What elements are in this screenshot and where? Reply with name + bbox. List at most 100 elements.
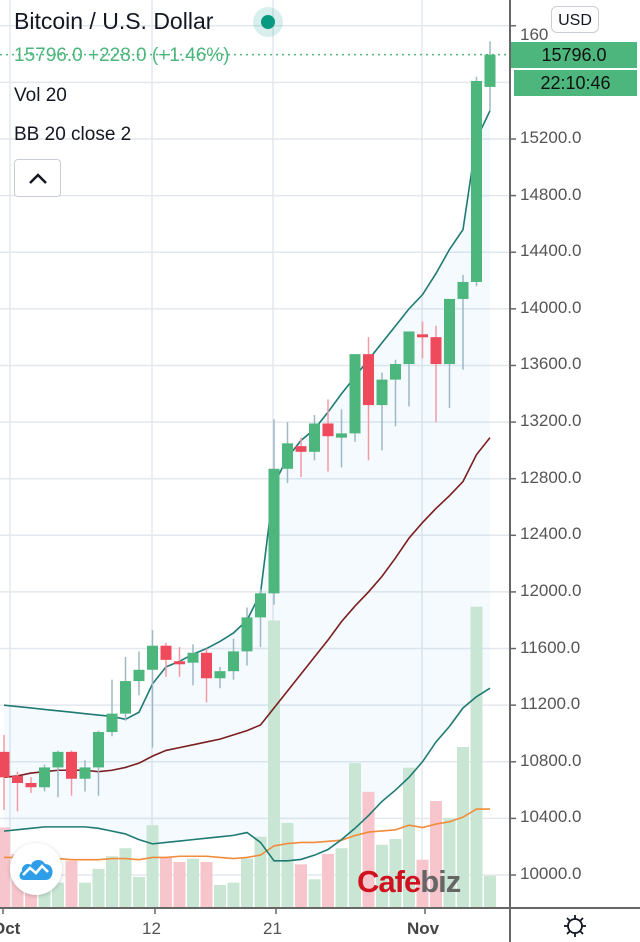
volume-bar: [376, 844, 388, 908]
settings-sun-icon[interactable]: [563, 914, 587, 938]
time-tick-label: Nov: [407, 919, 440, 938]
candle: [12, 775, 23, 783]
candle: [93, 732, 104, 768]
price-tick-label: 14000.0: [520, 297, 582, 317]
volume-bar: [335, 848, 348, 908]
candle: [403, 331, 415, 365]
indicator-volume-legend[interactable]: Vol 20: [14, 85, 67, 106]
candle: [322, 423, 334, 437]
candle: [106, 713, 118, 733]
price-tick-label: 10000.0: [520, 864, 582, 883]
volume-bar: [52, 882, 64, 908]
candle: [349, 354, 361, 434]
currency-badge[interactable]: USD: [551, 6, 599, 33]
volume-bar: [254, 836, 267, 908]
candle: [336, 433, 347, 438]
volume-bar: [92, 868, 105, 908]
volume-bar: [200, 862, 213, 908]
price-tick-label: 12000.0: [520, 580, 582, 600]
volume-ma-line: [4, 808, 490, 861]
symbol-title[interactable]: Bitcoin / U.S. Dollar: [14, 8, 214, 34]
candle: [390, 364, 401, 380]
candle: [457, 281, 469, 299]
volume-bar: [0, 827, 10, 908]
candle: [376, 379, 388, 406]
volume-bar: [187, 858, 199, 908]
candle: [187, 652, 199, 663]
volume-bar: [241, 858, 253, 908]
volume-bar: [146, 825, 159, 908]
price-tick-label: 12400.0: [520, 524, 582, 544]
volume-bar: [484, 875, 496, 908]
price-tick-label: 10800.0: [520, 750, 582, 770]
candle: [363, 354, 374, 406]
volume-bar: [443, 818, 456, 908]
candle: [79, 767, 91, 779]
collapse-legend-button[interactable]: [14, 159, 61, 197]
candle: [444, 298, 455, 365]
cafebiz-watermark: Cafebiz: [357, 864, 461, 899]
chevron-up-icon: [29, 173, 47, 184]
volume-bar: [173, 862, 186, 908]
candle: [282, 443, 293, 469]
volume-bar: [79, 882, 91, 908]
candles: [0, 41, 496, 812]
candle: [309, 423, 320, 452]
market-open-status-icon[interactable]: [253, 7, 283, 37]
candle: [228, 651, 239, 672]
indicator-bollinger-legend[interactable]: BB 20 close 2: [14, 124, 132, 145]
candle: [160, 645, 172, 660]
bollinger-band-fill: [4, 110, 490, 861]
candle: [25, 782, 37, 788]
price-tick-label: 14400.0: [520, 241, 582, 261]
volume-bar: [160, 857, 172, 908]
grid: [0, 0, 510, 908]
candle: [471, 80, 482, 282]
candle: [174, 661, 185, 665]
volume-bar: [133, 876, 145, 908]
price-tick-label: 12800.0: [520, 467, 582, 487]
volume-bar: [430, 801, 442, 908]
volume-bar: [65, 860, 78, 908]
volume-bar: [281, 822, 294, 908]
price-tick-label: 11600.0: [520, 637, 581, 657]
bb-lower-line: [3, 687, 491, 862]
volume-bar: [227, 882, 240, 908]
bar-countdown-label: 22:10:46: [514, 70, 637, 96]
volume-bar: [457, 747, 469, 908]
price-tick-label: 160: [520, 24, 549, 44]
candle: [0, 751, 10, 778]
candle: [268, 468, 280, 594]
candle: [214, 671, 226, 679]
candle: [295, 446, 307, 452]
volume-bar: [106, 856, 118, 908]
volume-bar: [119, 848, 132, 908]
price-change-line: 15796.0 +228.0 (+1.46%): [14, 45, 230, 66]
price-tick-label: 11200.0: [520, 694, 581, 714]
volume-bar: [362, 791, 375, 908]
candle: [39, 767, 50, 788]
volume-bar: [322, 853, 334, 908]
volume-bar: [268, 620, 280, 908]
candle: [430, 337, 442, 365]
candle: [66, 751, 77, 779]
price-tick-label: 13200.0: [520, 411, 582, 431]
candle: [241, 617, 253, 652]
time-tick-label: 12: [142, 919, 161, 938]
candle: [255, 593, 266, 618]
price-tick-label: 10400.0: [520, 807, 582, 827]
price-tick-label: 14800.0: [520, 184, 582, 204]
price-tick-label: 13600.0: [520, 354, 582, 374]
candle: [201, 652, 212, 679]
candle: [417, 334, 428, 338]
volume-bar: [214, 885, 226, 908]
volume-bar: [403, 767, 415, 908]
volume-bar: [295, 864, 307, 908]
volume-bar: [470, 606, 483, 908]
tradingview-logo[interactable]: [10, 843, 62, 895]
volume-bar: [308, 879, 321, 908]
candle: [484, 54, 496, 87]
time-tick-label: 21: [263, 919, 282, 938]
last-price-label: 15796.0: [511, 42, 637, 68]
candle: [120, 681, 131, 714]
